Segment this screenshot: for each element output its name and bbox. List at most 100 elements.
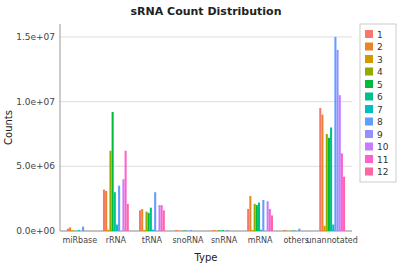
bar <box>256 205 258 231</box>
bar <box>161 205 163 231</box>
bar <box>218 230 220 231</box>
legend-swatch <box>365 55 373 63</box>
bar <box>188 231 190 232</box>
bar <box>179 231 181 232</box>
bar <box>260 230 262 231</box>
x-tick-label: unannotated <box>307 236 358 245</box>
bar <box>122 179 124 231</box>
legend: 123456789101112 <box>360 24 396 182</box>
x-tick-label: tRNA <box>142 236 163 245</box>
bar <box>301 231 303 232</box>
grid-line <box>60 36 352 37</box>
bar <box>271 215 273 231</box>
bar <box>222 230 224 231</box>
y-tick-label: 5.0e+06 <box>16 161 55 171</box>
legend-swatch <box>365 68 373 76</box>
chart: 0.0e+005.0e+061.0e+071.5e+07miRbaserRNAt… <box>0 0 400 271</box>
legend-label: 2 <box>377 42 383 52</box>
bar <box>337 50 339 231</box>
bar <box>175 230 177 231</box>
bar <box>249 196 251 231</box>
y-axis-label: Counts <box>3 110 14 145</box>
bar <box>80 231 82 232</box>
bar <box>182 230 184 231</box>
legend-swatch <box>365 43 373 51</box>
grid-line <box>60 101 352 102</box>
bar <box>283 230 285 231</box>
bar <box>156 231 158 232</box>
bar <box>71 230 73 231</box>
legend-swatch <box>365 130 373 138</box>
bar <box>264 231 266 232</box>
bar <box>226 230 228 231</box>
bar <box>339 95 341 231</box>
bars <box>67 37 345 231</box>
legend-swatch <box>365 93 373 101</box>
bar <box>224 231 226 232</box>
bar <box>341 153 343 231</box>
legend-swatch <box>365 168 373 176</box>
bar <box>86 231 88 232</box>
legend-label: 12 <box>377 167 388 177</box>
bar <box>112 112 114 231</box>
bar <box>258 203 260 231</box>
bar <box>116 225 118 231</box>
legend-label: 9 <box>377 130 383 140</box>
bar <box>324 226 326 231</box>
bar <box>184 230 186 231</box>
bar <box>290 230 292 231</box>
bar <box>141 209 143 231</box>
legend-label: 6 <box>377 92 383 102</box>
bar <box>267 201 269 231</box>
legend-label: 8 <box>377 117 383 127</box>
x-tick-label: snoRNA <box>172 236 204 245</box>
bar <box>109 151 111 231</box>
bar <box>69 227 71 231</box>
y-tick-label: 1.5e+07 <box>16 32 55 42</box>
bar <box>114 192 116 231</box>
y-tick-label: 0.0e+00 <box>16 226 55 236</box>
bar <box>195 231 197 232</box>
grid <box>60 37 352 231</box>
bar <box>211 230 213 231</box>
legend-label: 11 <box>377 155 388 165</box>
bar <box>103 190 105 231</box>
bar <box>288 231 290 232</box>
x-tick-label: snRNA <box>211 236 238 245</box>
bar <box>220 230 222 231</box>
bar <box>328 138 330 231</box>
bar <box>84 231 86 232</box>
legend-label: 5 <box>377 80 383 90</box>
legend-label: 1 <box>377 30 383 40</box>
bar <box>215 231 217 232</box>
bar <box>285 230 287 231</box>
bar <box>73 230 75 231</box>
bar <box>107 230 109 231</box>
bar <box>127 204 129 231</box>
bar <box>177 230 179 231</box>
bar <box>190 230 192 231</box>
legend-label: 7 <box>377 105 383 115</box>
bar <box>76 231 78 232</box>
bar <box>343 177 345 231</box>
bar <box>330 128 332 232</box>
bar <box>298 229 300 231</box>
bar <box>235 231 237 232</box>
legend-swatch <box>365 118 373 126</box>
grid-line <box>60 166 352 167</box>
bar <box>192 231 194 232</box>
legend-swatch <box>365 80 373 88</box>
y-axis-line <box>60 24 61 231</box>
bar <box>247 209 249 231</box>
bar <box>294 230 296 231</box>
x-tick-label: miRbase <box>62 236 97 245</box>
y-tick-label: 1.0e+07 <box>16 97 55 107</box>
bar <box>145 212 147 231</box>
legend-label: 3 <box>377 55 383 65</box>
bar <box>118 186 120 231</box>
bar <box>67 229 69 231</box>
bar <box>120 231 122 232</box>
bar <box>89 231 91 232</box>
bar <box>269 209 271 231</box>
bar <box>186 230 188 231</box>
